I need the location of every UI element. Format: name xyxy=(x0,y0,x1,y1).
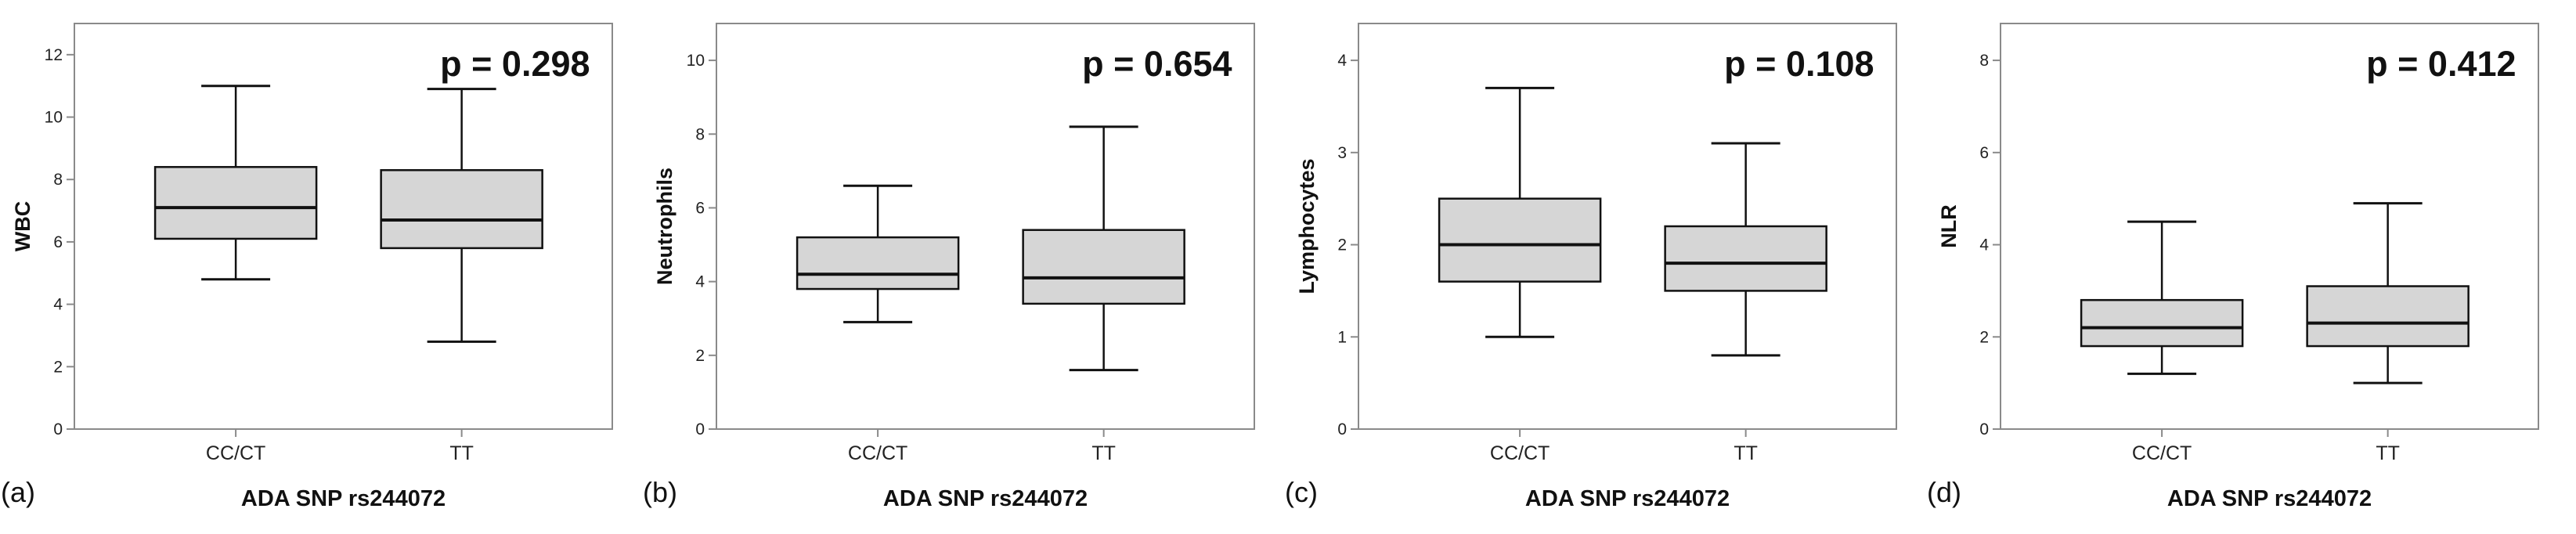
x-axis-title: ADA SNP rs244072 xyxy=(1525,486,1730,511)
y-tick-label: 2 xyxy=(695,347,705,365)
x-tick-label: TT xyxy=(2376,442,2400,464)
box-tt xyxy=(380,88,543,343)
y-axis-title: Lymphocytes xyxy=(1295,158,1319,294)
box-tt xyxy=(2306,202,2470,384)
box-ccct xyxy=(2080,220,2244,375)
box-ccct xyxy=(1438,86,1602,338)
chart-panel-b: 0 2 4 6 8 10 CC/CT TT Neutrophils ADA SNP rs24407… xyxy=(643,23,1255,511)
x-tick-label: TT xyxy=(1091,442,1116,464)
iqr-box xyxy=(1022,229,1185,305)
y-axis-title: Neutrophils xyxy=(653,168,676,285)
box-tt xyxy=(1664,142,1827,357)
y-tick-label: 10 xyxy=(45,109,63,127)
chart-panel-d: 0 2 4 6 8 CC/CT TT NLR ADA SNP rs244072 (d) p = 0.… xyxy=(1927,23,2539,511)
x-tick-label: TT xyxy=(1734,442,1758,464)
y-tick-label: 4 xyxy=(1979,236,1989,254)
y-tick-label: 2 xyxy=(1337,236,1347,254)
y-tick-label: 0 xyxy=(1979,420,1989,438)
panel-letter: (a) xyxy=(1,476,35,508)
iqr-box xyxy=(1664,225,1827,292)
x-axis-title: ADA SNP rs244072 xyxy=(883,486,1088,511)
y-tick-label: 12 xyxy=(45,46,63,64)
y-tick-label: 1 xyxy=(1337,328,1347,346)
x-tick-label: CC/CT xyxy=(206,442,265,464)
plot-frame xyxy=(2000,23,2539,430)
y-tick-label: 4 xyxy=(1337,52,1347,70)
plot-frame xyxy=(1358,23,1897,430)
panel-letter: (d) xyxy=(1927,476,1961,508)
iqr-box xyxy=(380,169,543,250)
plot-frame xyxy=(716,23,1255,430)
x-tick-label: CC/CT xyxy=(2132,442,2192,464)
box-ccct xyxy=(796,184,960,323)
x-axis-title: ADA SNP rs244072 xyxy=(241,486,446,511)
panel-letter: (c) xyxy=(1285,476,1318,508)
iqr-box xyxy=(796,236,960,290)
box-ccct xyxy=(153,85,318,281)
iqr-box xyxy=(1438,197,1602,283)
x-axis-title: ADA SNP rs244072 xyxy=(2167,486,2372,511)
plot-frame xyxy=(74,23,613,430)
y-tick-label: 8 xyxy=(1979,52,1989,70)
box-tt xyxy=(1022,125,1185,372)
iqr-box xyxy=(2306,285,2470,348)
chart-panel-a: 0 2 4 6 8 10 12 CC/CT TT WBC ADA SNP rs244072 (a) p … xyxy=(1,23,613,511)
y-tick-label: 3 xyxy=(1337,144,1347,162)
y-tick-label: 6 xyxy=(1979,144,1989,162)
y-tick-label: 0 xyxy=(53,420,63,438)
x-tick-label: CC/CT xyxy=(1490,442,1550,464)
y-tick-label: 2 xyxy=(1979,328,1989,346)
x-tick-label: TT xyxy=(449,442,474,464)
y-tick-label: 4 xyxy=(695,273,705,291)
y-tick-label: 0 xyxy=(1337,420,1347,438)
p-value-annotation: p = 0.412 xyxy=(2366,44,2516,84)
y-axis-title: NLR xyxy=(1937,204,1961,248)
iqr-box xyxy=(153,166,318,240)
p-value-annotation: p = 0.108 xyxy=(1724,44,1874,84)
y-tick-label: 8 xyxy=(53,171,63,189)
y-tick-label: 2 xyxy=(53,358,63,376)
iqr-box xyxy=(2080,298,2244,348)
x-tick-label: CC/CT xyxy=(848,442,907,464)
y-tick-label: 10 xyxy=(687,52,705,70)
chart-panel-c: 0 1 2 3 4 CC/CT TT Lymphocytes ADA SNP rs244072 (… xyxy=(1285,23,1897,511)
y-tick-label: 6 xyxy=(53,233,63,251)
y-tick-label: 6 xyxy=(695,199,705,217)
y-tick-label: 8 xyxy=(695,125,705,143)
y-axis-title: WBC xyxy=(11,201,34,251)
y-tick-label: 4 xyxy=(53,296,63,314)
y-tick-label: 0 xyxy=(695,420,705,438)
panel-letter: (b) xyxy=(643,476,677,508)
p-value-annotation: p = 0.654 xyxy=(1082,44,1232,84)
p-value-annotation: p = 0.298 xyxy=(440,44,590,84)
